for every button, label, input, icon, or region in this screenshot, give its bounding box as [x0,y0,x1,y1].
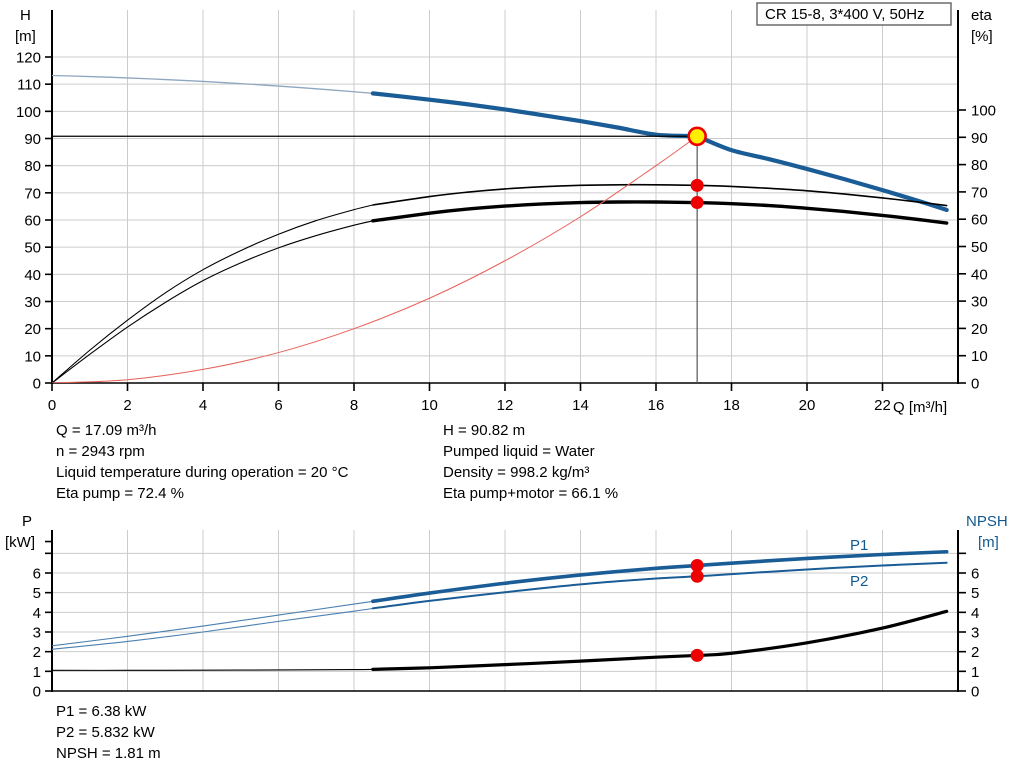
svg-text:16: 16 [648,397,665,414]
svg-text:10: 10 [421,397,438,414]
svg-text:0: 0 [33,376,41,393]
svg-text:1: 1 [971,664,979,681]
bottom-y-right-axis-unit: [m] [978,534,999,551]
svg-text:60: 60 [24,213,41,230]
svg-text:20: 20 [24,321,41,338]
svg-text:100: 100 [971,103,996,120]
svg-text:5: 5 [33,585,41,602]
svg-text:0: 0 [971,684,979,701]
bottom-y-left-axis-name: P [22,513,32,530]
duty-info-left-line-1: n = 2943 rpm [56,443,145,460]
bottom-chart-gridlines [51,530,959,692]
svg-text:22: 22 [874,397,891,414]
main-y-right-axis-name: eta [971,7,993,24]
duty-info-left-line-0: Q = 17.09 m³/h [56,422,157,439]
svg-text:18: 18 [723,397,740,414]
svg-text:0: 0 [33,684,41,701]
svg-text:1: 1 [33,664,41,681]
duty-info-left-line-3: Eta pump = 72.4 % [56,485,184,502]
power-npsh-chart: 0 1 2 3 4 5 6 0 1 2 3 4 5 6 P [kW] NPSH [m] P1 P2 [5,513,1008,701]
chart-title-label: CR 15-8, 3*400 V, 50Hz [765,6,925,23]
svg-text:50: 50 [971,239,988,256]
svg-text:0: 0 [971,376,979,393]
svg-text:8: 8 [350,397,358,414]
svg-text:3: 3 [33,625,41,642]
svg-text:60: 60 [971,212,988,229]
power-info-line-0: P1 = 6.38 kW [56,703,147,720]
duty-info-right-line-1: Pumped liquid = Water [443,443,595,460]
svg-text:2: 2 [123,397,131,414]
bottom-y-right-axis-name: NPSH [966,513,1008,530]
svg-text:0: 0 [48,397,56,414]
svg-text:3: 3 [971,625,979,642]
svg-text:30: 30 [971,294,988,311]
main-chart-gridlines [51,10,959,384]
power-info-line-1: P2 = 5.832 kW [56,724,155,741]
svg-text:4: 4 [199,397,207,414]
chart-title-box [756,2,952,26]
duty-info-left: Q = 17.09 m³/h n = 2943 rpm Liquid tempe… [56,420,348,504]
svg-text:40: 40 [24,267,41,284]
svg-text:6: 6 [971,566,979,583]
main-x-axis-label: Q [m³/h] [893,399,947,416]
svg-text:80: 80 [971,157,988,174]
main-chart-curves [52,74,949,383]
bottom-y-left-axis-unit: [kW] [5,534,35,551]
duty-info-right: H = 90.82 m Pumped liquid = Water Densit… [443,420,618,504]
svg-text:70: 70 [971,184,988,201]
bottom-chart-duty-markers [690,559,704,662]
svg-text:2: 2 [971,644,979,661]
svg-text:40: 40 [971,266,988,283]
svg-text:100: 100 [16,104,41,121]
head-efficiency-chart: 0102030405060708090100110120010203040506… [15,2,996,416]
bottom-chart-curves [52,549,949,671]
svg-text:120: 120 [16,50,41,67]
svg-text:14: 14 [572,397,589,414]
bottom-chart-ticks: 0 1 2 3 4 5 6 0 1 2 3 4 5 6 [33,540,979,701]
main-y-left-axis-unit: [m] [15,28,36,45]
svg-text:20: 20 [799,397,816,414]
power-info-line-2: NPSH = 1.81 m [56,745,161,762]
duty-info-right-line-0: H = 90.82 m [443,422,526,439]
main-y-left-axis-name: H [20,7,31,24]
svg-text:20: 20 [971,321,988,338]
svg-text:90: 90 [971,130,988,147]
svg-text:80: 80 [24,158,41,175]
svg-text:6: 6 [33,566,41,583]
svg-text:4: 4 [971,605,979,622]
main-y-right-axis-unit: [%] [971,28,993,45]
svg-text:90: 90 [24,131,41,148]
svg-text:30: 30 [24,294,41,311]
duty-info-left-line-2: Liquid temperature during operation = 20… [56,464,349,481]
svg-text:5: 5 [971,585,979,602]
power-info: P1 = 6.38 kW P2 = 5.832 kW NPSH = 1.81 m [56,701,161,764]
svg-text:6: 6 [274,397,282,414]
duty-info-right-line-2: Density = 998.2 kg/m³ [443,464,590,481]
main-chart-ticks: 0102030405060708090100110120010203040506… [16,50,996,415]
main-chart-duty-markers [687,126,707,210]
p1-series-label: P1 [850,537,868,554]
svg-text:4: 4 [33,605,41,622]
svg-text:70: 70 [24,185,41,202]
svg-text:12: 12 [497,397,514,414]
p2-series-label: P2 [850,573,868,590]
svg-text:2: 2 [33,644,41,661]
svg-text:110: 110 [17,77,41,94]
svg-text:10: 10 [24,348,41,365]
svg-text:10: 10 [971,348,988,365]
duty-info-right-line-3: Eta pump+motor = 66.1 % [443,485,619,502]
svg-text:50: 50 [24,240,41,257]
